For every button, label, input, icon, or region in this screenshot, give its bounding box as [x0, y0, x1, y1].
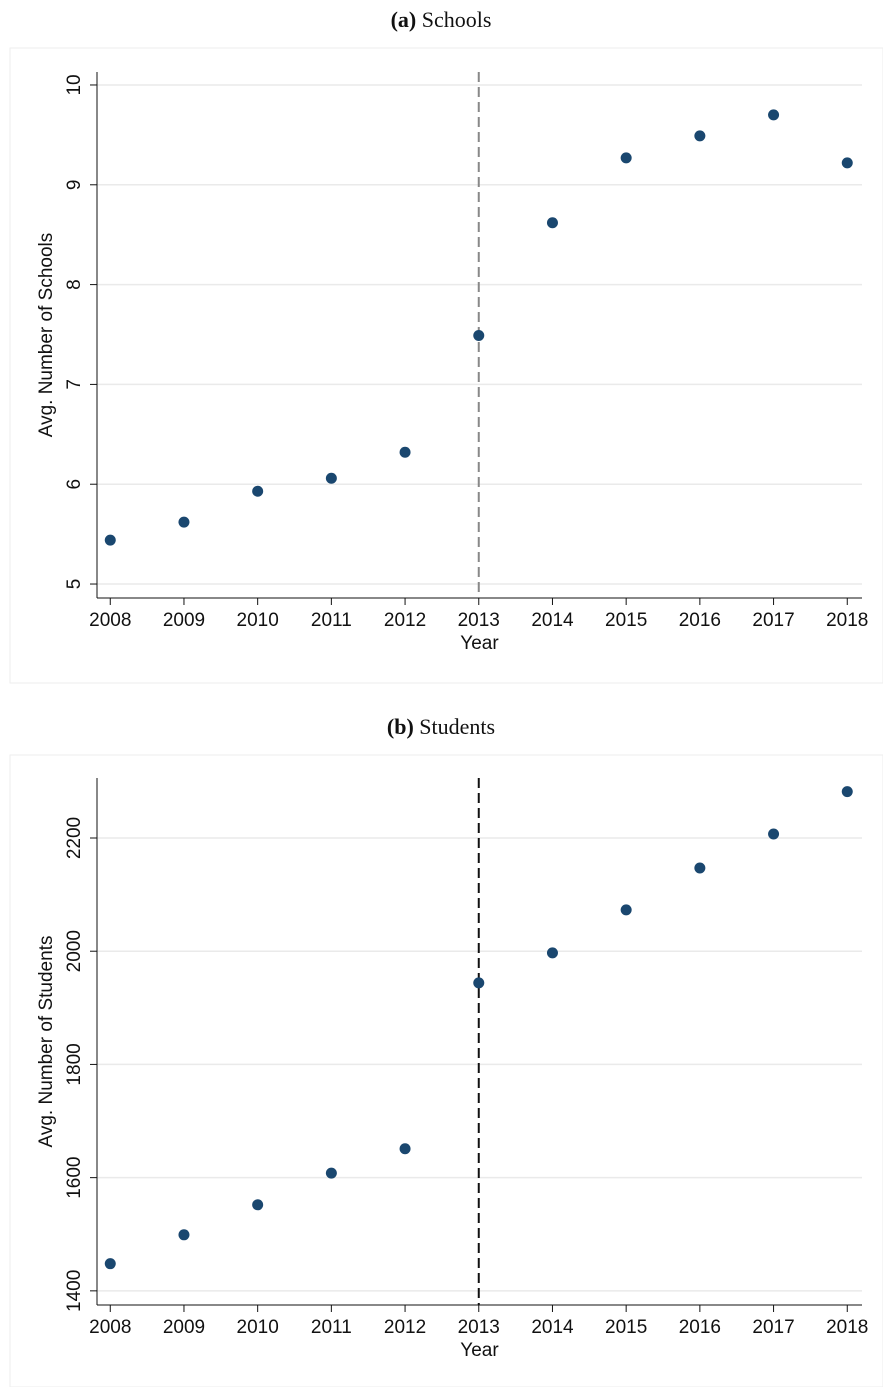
x-tick-label: 2008 [89, 1317, 131, 1338]
panel: (a) Schools 5 6 7 8 9 10 2008 2009 2010 2011 2012 20… [9, 7, 883, 684]
y-tick-label: 7 [64, 379, 85, 390]
title: Students [419, 714, 495, 739]
x-tick-label: 2013 [458, 610, 500, 631]
x-tick-label: 2015 [605, 610, 647, 631]
point [178, 516, 190, 528]
y-axis-label: Avg. Number of Schools [36, 233, 57, 438]
x-tick-label: 2014 [531, 610, 574, 631]
x-tick-label: 2015 [605, 1317, 647, 1338]
y-tick-label: 6 [64, 479, 85, 490]
panel-label: (b) [387, 714, 414, 739]
panel-label: (a) [391, 7, 417, 32]
point [252, 1199, 264, 1211]
y-tick-label: 1800 [64, 1043, 85, 1085]
panel-frame [9, 754, 883, 1387]
point [325, 472, 337, 484]
x-tick-label: 2010 [237, 610, 279, 631]
point [620, 152, 632, 164]
panel-frame [9, 47, 883, 684]
x-tick-label: 2017 [752, 1317, 794, 1338]
x-tick-label: 2018 [826, 610, 868, 631]
y-tick-label: 10 [64, 74, 85, 95]
point [473, 329, 485, 341]
y-tick-label: 2000 [64, 930, 85, 972]
point [546, 217, 558, 229]
y-tick-label: 5 [64, 579, 85, 590]
y-tick-label: 2200 [64, 817, 85, 859]
x-tick-label: 2017 [752, 610, 794, 631]
point [546, 947, 558, 959]
x-tick-label: 2013 [458, 1317, 500, 1338]
point [325, 1167, 337, 1179]
point [768, 109, 780, 121]
y-tick-label: 1600 [64, 1156, 85, 1198]
panel: (b) Students 1400 1600 1800 2000 2200 2008 2009… [9, 714, 883, 1387]
x-axis-label: Year [460, 633, 499, 654]
point [768, 828, 780, 840]
y-tick-label: 1400 [64, 1270, 85, 1312]
x-tick-label: 2016 [679, 610, 721, 631]
title: Schools [422, 7, 492, 32]
point [104, 1258, 116, 1270]
panel-title: (a) Schools [391, 7, 492, 32]
x-tick-label: 2010 [237, 1317, 279, 1338]
point [841, 157, 853, 169]
point [473, 977, 485, 989]
point [104, 534, 116, 546]
x-tick-label: 2014 [531, 1317, 574, 1338]
x-tick-label: 2016 [679, 1317, 721, 1338]
point [841, 786, 853, 798]
point [399, 446, 411, 458]
point [178, 1229, 190, 1241]
x-tick-label: 2009 [163, 610, 205, 631]
x-axis-label: Year [460, 1340, 499, 1361]
x-tick-label: 2012 [384, 1317, 426, 1338]
x-tick-label: 2012 [384, 610, 426, 631]
x-tick-label: 2011 [311, 610, 352, 631]
x-tick-label: 2008 [89, 610, 131, 631]
point [252, 485, 264, 497]
panel-title: (b) Students [387, 714, 495, 739]
x-tick-label: 2009 [163, 1317, 205, 1338]
point [694, 130, 706, 142]
point [399, 1143, 411, 1155]
point [620, 904, 632, 916]
point [694, 862, 706, 874]
y-tick-label: 8 [64, 279, 85, 290]
y-tick-label: 9 [64, 179, 85, 190]
x-tick-label: 2011 [311, 1317, 352, 1338]
x-tick-label: 2018 [826, 1317, 868, 1338]
y-axis-label: Avg. Number of Students [36, 936, 57, 1148]
